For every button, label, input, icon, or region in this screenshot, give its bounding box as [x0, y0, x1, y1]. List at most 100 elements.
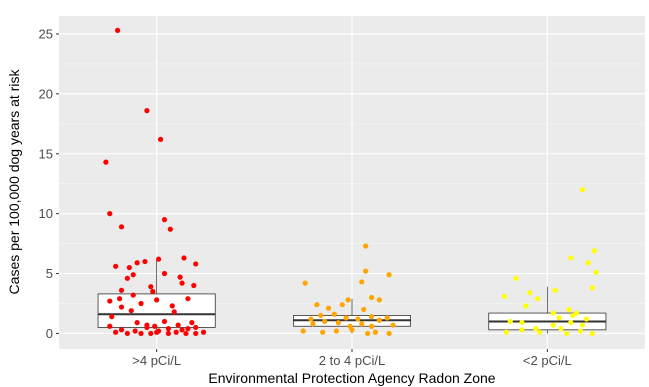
data-point: [320, 329, 326, 335]
x-tick-label: 2 to 4 pCi/L: [319, 353, 386, 368]
data-point: [533, 326, 539, 332]
data-point: [156, 256, 162, 262]
data-point: [568, 320, 574, 326]
data-point: [118, 224, 125, 230]
data-point: [384, 315, 390, 321]
data-point: [372, 329, 379, 335]
data-point: [359, 321, 365, 327]
data-point: [361, 306, 367, 313]
data-point: [189, 320, 195, 326]
data-point: [564, 330, 570, 337]
data-point: [501, 293, 507, 299]
data-point: [144, 324, 150, 331]
y-tick-label: 0: [46, 326, 53, 341]
data-point: [107, 211, 113, 217]
data-point: [115, 27, 121, 33]
data-point: [185, 296, 191, 302]
data-point: [118, 327, 125, 333]
data-point: [355, 316, 361, 322]
data-point: [148, 284, 154, 290]
data-point: [148, 330, 154, 337]
data-point: [177, 274, 183, 280]
data-point: [331, 311, 338, 317]
y-axis-ticks: 0 5 10 15 20 25: [39, 26, 59, 341]
x-axis-title: Environmental Protection Agency Radon Zo…: [208, 370, 495, 386]
data-point: [150, 288, 156, 295]
data-point: [138, 300, 144, 307]
data-point: [386, 330, 392, 337]
data-point: [165, 326, 171, 332]
data-point: [507, 318, 513, 325]
data-point: [322, 318, 328, 325]
data-point: [118, 304, 125, 310]
data-point: [109, 314, 115, 320]
y-tick-label: 15: [39, 146, 53, 161]
data-point: [363, 243, 369, 249]
data-point: [134, 320, 140, 326]
data-point: [308, 316, 314, 322]
data-point: [144, 108, 150, 114]
data-point: [550, 310, 556, 316]
data-point: [165, 330, 171, 337]
data-point: [191, 282, 197, 289]
data-point: [333, 328, 339, 334]
data-point: [161, 270, 168, 277]
data-point: [376, 297, 382, 303]
data-point: [130, 292, 136, 298]
y-axis-title: Cases per 100,000 dog years at risk: [6, 69, 22, 295]
data-point: [519, 320, 525, 326]
data-point: [566, 306, 572, 313]
gridlines: [59, 16, 645, 349]
data-point: [314, 302, 320, 308]
data-point: [154, 329, 160, 335]
data-point: [386, 272, 392, 278]
data-point: [368, 323, 375, 329]
data-point: [368, 294, 375, 301]
data-point: [161, 318, 168, 325]
data-point: [368, 314, 375, 320]
data-point: [152, 323, 158, 329]
data-point: [593, 269, 599, 275]
data-point: [574, 310, 580, 316]
x-axis-ticks: >4 pCi/L 2 to 4 pCi/L <2 pCi/L: [132, 349, 572, 368]
data-point: [193, 324, 199, 331]
data-point: [200, 329, 207, 335]
data-point: [124, 330, 130, 337]
data-point: [570, 312, 576, 319]
data-point: [318, 312, 324, 319]
data-point: [179, 327, 185, 333]
data-point: [161, 217, 168, 223]
data-point: [113, 329, 119, 335]
data-point: [142, 258, 148, 265]
data-point: [527, 290, 533, 296]
data-point: [179, 280, 185, 286]
y-tick-label: 25: [39, 26, 53, 41]
data-point: [519, 327, 525, 333]
data-point: [175, 322, 181, 328]
data-point: [169, 303, 175, 309]
data-point: [579, 322, 586, 328]
data-point: [132, 328, 138, 334]
data-point: [390, 322, 396, 328]
data-point: [193, 330, 199, 337]
data-point: [325, 305, 332, 311]
data-point: [339, 302, 345, 308]
jitter-points: [103, 27, 599, 337]
data-point: [103, 159, 109, 165]
data-point: [157, 136, 164, 142]
data-point: [107, 323, 113, 329]
data-point: [556, 315, 562, 321]
data-point: [591, 248, 597, 254]
data-point: [513, 275, 519, 281]
x-tick-label: <2 pCi/L: [523, 353, 572, 368]
data-point: [124, 275, 130, 281]
y-tick-label: 5: [46, 266, 53, 281]
data-point: [138, 330, 144, 337]
data-point: [173, 329, 179, 335]
data-point: [550, 322, 556, 328]
y-tick-label: 10: [39, 206, 53, 221]
data-point: [349, 327, 355, 333]
data-point: [171, 309, 177, 315]
data-point: [536, 329, 543, 335]
